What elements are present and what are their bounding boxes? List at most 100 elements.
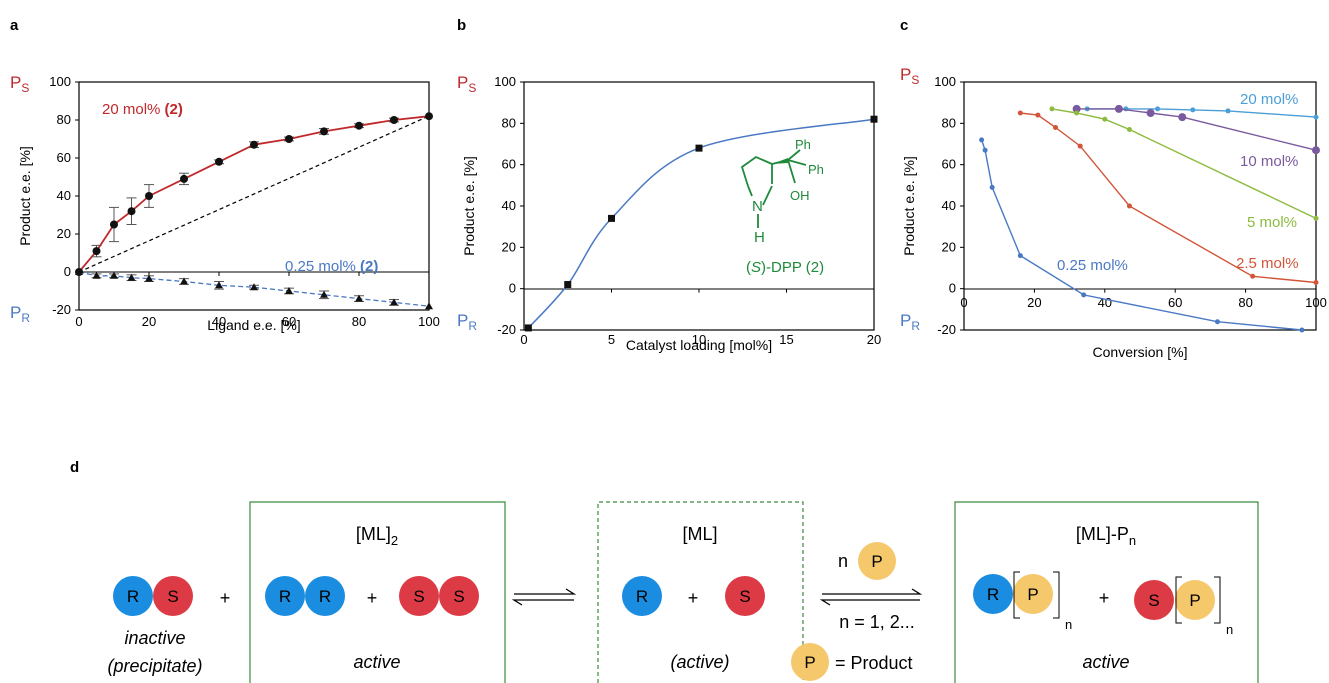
dpp-n-atom: N xyxy=(752,198,763,215)
chart-a: -20 0 20 40 60 80 100 0 20 40 60 80 100 Ligand e.e.… xyxy=(10,73,440,333)
chart-c-ps-label: PS xyxy=(900,65,919,87)
chart-a-point-025 xyxy=(145,274,153,282)
dpp-ph1: Ph xyxy=(795,137,811,152)
chart-c-series-point xyxy=(1081,292,1087,298)
chart-c-series-point xyxy=(1017,110,1023,116)
equilibrium-arrow-1 xyxy=(511,588,577,606)
chart-c-series-point xyxy=(1250,273,1256,279)
chart-b-xtick-label: 0 xyxy=(520,332,527,347)
plus-3: + xyxy=(688,588,699,608)
chart-c-series-point xyxy=(1035,112,1041,118)
chart-b-ytick-label: 80 xyxy=(502,115,516,130)
bracket-right-2 xyxy=(1214,576,1221,624)
chart-a-xtick-label: 60 xyxy=(282,314,296,329)
chart-a-ytick-label: 100 xyxy=(49,74,71,89)
chart-c-series-point xyxy=(1126,203,1132,209)
chart-c-ytick-label: 20 xyxy=(942,239,956,254)
chart-c-ytick-label: 0 xyxy=(949,281,956,296)
panel-c-letter: c xyxy=(900,17,908,34)
chart-a-point-025 xyxy=(425,302,433,310)
inactive-label: inactive xyxy=(124,628,185,648)
chart-b-xtick-label: 20 xyxy=(867,332,881,347)
bracket-subscript-1: n xyxy=(1065,617,1072,632)
chart-b-point xyxy=(870,115,878,123)
ball-p-reagent xyxy=(858,542,896,580)
n-range-label: n = 1, 2... xyxy=(839,612,915,632)
ball-r-dimer-1 xyxy=(265,576,305,616)
bracket-right-1 xyxy=(1053,571,1060,619)
chart-c-series-point xyxy=(1178,113,1187,122)
ml2-title: [ML]2 xyxy=(356,524,398,548)
ball-r-monomer-label: R xyxy=(636,587,648,606)
chart-c-x-label: Conversion [%] xyxy=(1093,344,1188,360)
chart-b-y-label: Product e.e. [%] xyxy=(461,156,477,256)
ball-s-dimer-1-label: S xyxy=(413,587,424,606)
chart-c-series-point xyxy=(1053,124,1059,130)
chart-c: -20 0 20 40 60 80 100 0 20 40 60 80 100 Conversion … xyxy=(900,65,1327,360)
chart-c-series-point xyxy=(979,137,985,143)
chart-a-point-025 xyxy=(180,277,188,285)
chart-a-ytick-label: 60 xyxy=(57,150,71,165)
ml2-active-label: active xyxy=(353,652,400,672)
chart-b: -20 0 20 40 60 80 100 0 5 10 15 20 Catalyst loadin… xyxy=(457,73,881,353)
ball-s-monomer-label: S xyxy=(739,587,750,606)
chart-a-reference-line xyxy=(78,115,430,273)
chart-a-point-025 xyxy=(320,290,328,298)
chart-c-series-point xyxy=(1313,215,1319,221)
chart-a-y-ticks: -20 0 20 40 60 80 100 xyxy=(49,74,79,317)
chart-b-x-label: Catalyst loading [mol%] xyxy=(626,337,772,353)
chart-b-ytick-label: 0 xyxy=(509,281,516,296)
ball-r-dimer-2 xyxy=(305,576,345,616)
ball-r-inactive xyxy=(113,576,153,616)
chart-c-ytick-label: 40 xyxy=(942,198,956,213)
chart-c-label-0-25: 0.25 mol% xyxy=(1057,257,1128,274)
chart-a-ytick-label: 20 xyxy=(57,226,71,241)
chart-a-point-20 xyxy=(285,135,293,143)
ml-box xyxy=(597,501,804,683)
mlpn-active-label: active xyxy=(1082,652,1129,672)
precipitate-label: (precipitate) xyxy=(107,656,202,676)
ball-p-complex-r xyxy=(1013,574,1053,614)
ball-s-label: S xyxy=(167,587,178,606)
panel-d-letter: d xyxy=(70,459,79,476)
ball-s-complex-label: S xyxy=(1148,591,1159,610)
ball-s-dimer-2 xyxy=(439,576,479,616)
dpp-ph2: Ph xyxy=(808,162,824,177)
plus-4: + xyxy=(1099,588,1110,608)
ml-title: [ML] xyxy=(682,524,717,544)
chart-c-series-point xyxy=(1146,109,1155,117)
chart-c-xtick-label: 100 xyxy=(1305,295,1327,310)
chart-b-point xyxy=(524,324,532,332)
ball-p-legend xyxy=(791,643,829,681)
ball-r-dimer-1-label: R xyxy=(279,587,291,606)
chart-a-ytick-label: 40 xyxy=(57,188,71,203)
chart-b-xtick-label: 10 xyxy=(692,332,706,347)
ball-s-complex xyxy=(1134,580,1174,620)
dpp-caption: (S)-DPP (2) xyxy=(746,259,824,276)
chart-a-xtick-label: 0 xyxy=(75,314,82,329)
chart-b-ytick-label: 40 xyxy=(502,198,516,213)
ml-active-label: (active) xyxy=(670,652,729,672)
chart-a-point-20 xyxy=(320,127,328,136)
plus-1: + xyxy=(220,588,231,608)
chart-c-series-point xyxy=(982,147,988,153)
chart-a-ytick-label: 0 xyxy=(64,264,71,279)
ball-r-complex-label: R xyxy=(987,585,999,604)
chart-c-series-group xyxy=(979,104,1320,333)
chart-c-label-20: 20 mol% xyxy=(1240,91,1298,108)
ball-p-complex-s-label: P xyxy=(1189,591,1200,610)
mlpn-box xyxy=(954,501,1259,683)
chart-a-point-025 xyxy=(127,273,136,281)
chart-a-series-025-label: 0.25 mol% (2) xyxy=(285,258,378,275)
chart-b-xtick-label: 5 xyxy=(608,332,615,347)
chart-b-frame xyxy=(523,81,875,331)
dpp-n-ring-bond xyxy=(762,185,773,206)
panel-a-letter: a xyxy=(10,17,19,34)
chart-c-ytick-label: 100 xyxy=(934,74,956,89)
ball-r-complex xyxy=(973,574,1013,614)
chart-c-y-label: Product e.e. [%] xyxy=(901,156,917,256)
chart-a-point-025 xyxy=(215,281,223,289)
bracket-left-2 xyxy=(1175,576,1182,624)
chart-c-series-point xyxy=(1017,253,1023,259)
chart-c-series-point xyxy=(1049,106,1055,112)
